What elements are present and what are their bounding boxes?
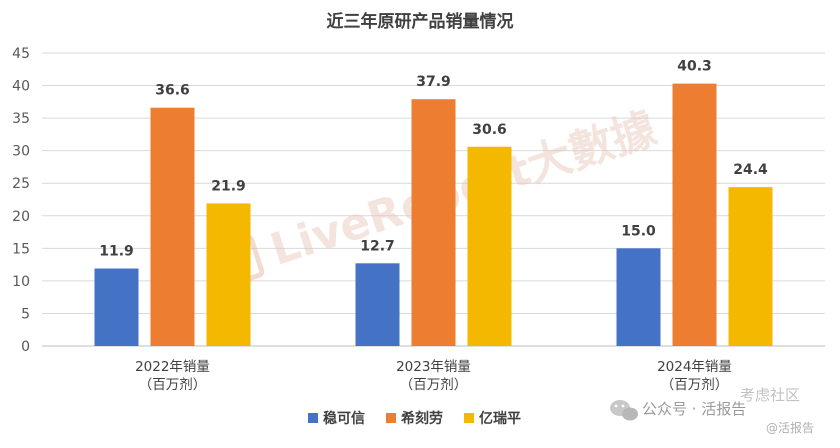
data-label: 21.9 xyxy=(211,178,246,194)
footer-handle: @活报告 xyxy=(766,420,814,435)
data-labels: 11.9 36.6 21.9 12.7 37.9 30.6 15.0 40.3 24.4 xyxy=(99,59,768,260)
legend-swatch xyxy=(308,413,318,423)
bar xyxy=(616,248,661,346)
bar xyxy=(728,187,773,346)
legend: 稳可信 希刻劳 亿瑞平 xyxy=(308,410,521,427)
data-label: 36.6 xyxy=(155,83,190,99)
data-label: 12.7 xyxy=(360,238,395,254)
bar xyxy=(94,268,139,346)
y-tick-label: 15 xyxy=(12,241,30,257)
y-tick-label: 35 xyxy=(12,111,30,127)
chart-title: 近三年原研产品销量情况 xyxy=(327,11,514,32)
data-label: 40.3 xyxy=(677,59,712,75)
bar xyxy=(206,203,251,346)
bar xyxy=(672,83,717,346)
x-category-label: （百万剂） xyxy=(661,377,729,393)
y-axis-ticks: 0 5 10 15 20 25 30 35 40 45 xyxy=(12,46,30,355)
data-label: 24.4 xyxy=(733,162,768,178)
bar xyxy=(411,99,456,347)
x-axis-categories: 2022年销量 （百万剂） 2023年销量 （百万剂） 2024年销量 （百万剂） xyxy=(135,359,732,393)
bar xyxy=(355,263,400,346)
footer-community: 考虑社区 xyxy=(740,386,800,404)
bar xyxy=(467,146,512,346)
data-label: 37.9 xyxy=(416,74,451,90)
y-tick-label: 40 xyxy=(12,79,30,95)
x-category-label: 2023年销量 xyxy=(396,359,471,375)
legend-swatch xyxy=(386,413,396,423)
data-label: 15.0 xyxy=(621,223,656,239)
x-category-label: 2022年销量 xyxy=(135,359,210,375)
y-tick-label: 0 xyxy=(21,339,30,355)
x-category-label: （百万剂） xyxy=(139,377,207,393)
y-tick-label: 45 xyxy=(12,46,30,62)
watermark-text: LiveReport大數據 xyxy=(264,103,663,276)
legend-label: 亿瑞平 xyxy=(479,410,521,427)
legend-label: 希刻劳 xyxy=(401,410,443,427)
y-tick-label: 20 xyxy=(12,209,30,225)
data-label: 30.6 xyxy=(472,122,507,138)
data-label: 11.9 xyxy=(99,244,134,260)
y-tick-label: 25 xyxy=(12,176,30,192)
bars xyxy=(94,83,773,347)
legend-swatch xyxy=(464,413,474,423)
bar xyxy=(150,107,195,347)
footer-watermark: 公众号 · 活报告 考虑社区 @活报告 xyxy=(610,386,814,435)
y-tick-label: 30 xyxy=(12,144,30,160)
y-tick-label: 10 xyxy=(12,274,30,290)
wechat-icon xyxy=(610,400,638,421)
legend-label: 稳可信 xyxy=(323,410,365,427)
footer-brand: 公众号 · 活报告 xyxy=(642,400,746,418)
x-category-label: （百万剂） xyxy=(400,377,468,393)
x-category-label: 2024年销量 xyxy=(657,359,732,375)
y-tick-label: 5 xyxy=(21,306,30,322)
